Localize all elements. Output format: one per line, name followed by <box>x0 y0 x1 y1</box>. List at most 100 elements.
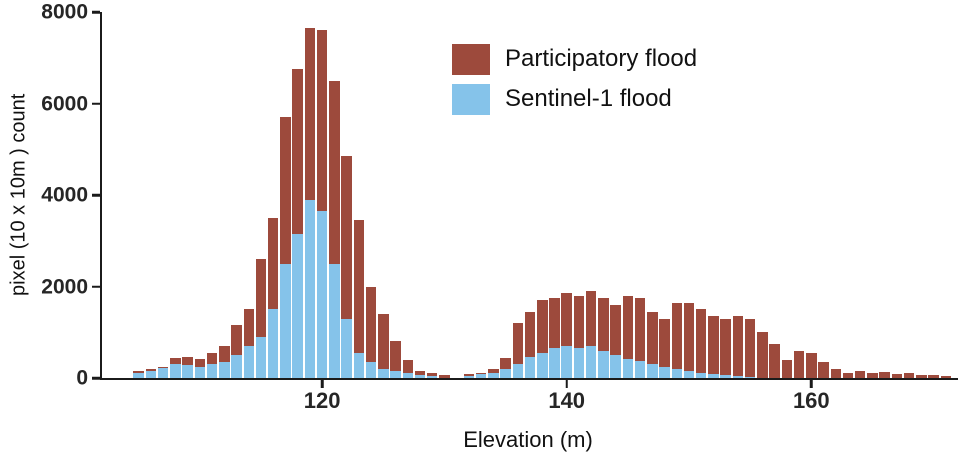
legend: Participatory flood Sentinel-1 flood <box>452 44 697 115</box>
legend-label-sentinel-1-flood: Sentinel-1 flood <box>505 85 672 113</box>
plot-area: 0 2000 4000 6000 8000 120 140 160 <box>41 2 958 412</box>
sentinel-1-flood-bar <box>683 371 695 378</box>
sentinel-1-flood-bar <box>353 352 364 378</box>
participatory-flood-bar <box>439 375 450 378</box>
participatory-flood-bar <box>708 316 719 378</box>
sentinel-1-flood-bar <box>219 362 230 378</box>
sentinel-1-flood-swatch-icon <box>452 84 490 115</box>
y-tick-mark <box>92 10 100 14</box>
sentinel-1-flood-bar <box>537 352 548 378</box>
sentinel-1-flood-bar <box>561 346 572 378</box>
sentinel-1-flood-bar <box>647 364 658 378</box>
sentinel-1-flood-bar <box>390 371 401 378</box>
x-tick-mark <box>565 380 568 388</box>
x-tick-mark <box>810 380 813 388</box>
participatory-flood-bar <box>806 352 817 378</box>
sentinel-1-flood-bar <box>708 373 719 378</box>
participatory-flood-swatch-icon <box>452 44 490 75</box>
participatory-flood-bar <box>634 297 646 378</box>
participatory-flood-bar <box>928 375 939 378</box>
participatory-flood-bar <box>500 358 511 378</box>
sentinel-1-flood-bar <box>732 375 744 378</box>
sentinel-1-flood-bar <box>267 309 279 378</box>
participatory-flood-bar <box>573 295 585 378</box>
participatory-flood-bar <box>463 374 475 378</box>
sentinel-1-flood-bar <box>512 364 523 378</box>
participatory-flood-bar <box>757 332 768 379</box>
sentinel-1-flood-bar <box>280 263 291 378</box>
y-tick-label: 2000 <box>41 275 88 298</box>
participatory-flood-bar <box>671 302 682 378</box>
sentinel-1-flood-bar <box>304 199 316 378</box>
sentinel-1-flood-bar <box>365 362 377 378</box>
participatory-flood-bar <box>854 371 866 378</box>
x-tick-label: 120 <box>303 388 341 413</box>
sentinel-1-flood-bar <box>231 355 242 378</box>
participatory-flood-bar <box>390 341 401 378</box>
legend-label-participatory-flood: Participatory flood <box>505 45 698 73</box>
sentinel-1-flood-bar <box>182 365 193 378</box>
participatory-flood-bar <box>598 297 609 378</box>
participatory-flood-bar <box>267 217 279 378</box>
participatory-flood-bar <box>647 311 658 378</box>
sentinel-1-flood-bar <box>133 372 144 378</box>
sentinel-1-flood-bar <box>622 358 634 378</box>
participatory-flood-bar <box>341 156 352 378</box>
sentinel-1-flood-bar <box>341 318 352 378</box>
sentinel-1-flood-bar <box>610 355 621 378</box>
participatory-flood-bar <box>231 325 242 378</box>
participatory-flood-bar <box>830 368 841 378</box>
participatory-flood-bar <box>243 309 254 378</box>
participatory-flood-bar <box>916 374 927 378</box>
sentinel-1-flood-bar <box>170 364 181 378</box>
y-tick-mark <box>92 285 100 288</box>
participatory-flood-bar <box>842 372 854 378</box>
participatory-flood-bar <box>255 259 267 378</box>
legend-item-participatory-flood: Participatory flood <box>452 44 697 75</box>
participatory-flood-bar <box>903 373 915 378</box>
participatory-flood-bar <box>867 373 878 378</box>
sentinel-1-flood-bar <box>634 360 646 378</box>
sentinel-1-flood-bar <box>206 364 218 378</box>
participatory-flood-bar <box>781 359 792 378</box>
participatory-flood-bar <box>793 350 805 378</box>
sentinel-1-flood-bar <box>255 336 267 378</box>
sentinel-1-flood-bar <box>426 376 438 378</box>
sentinel-1-flood-bar <box>659 366 670 378</box>
participatory-flood-bar <box>720 318 731 378</box>
sentinel-1-flood-bar <box>378 368 389 378</box>
sentinel-1-flood-bar <box>414 375 426 378</box>
sentinel-1-flood-bar <box>500 368 511 378</box>
participatory-flood-bar <box>402 359 413 378</box>
sentinel-1-flood-bar <box>549 348 560 378</box>
y-axis-title: pixel (10 x 10m ) count <box>7 93 30 297</box>
participatory-flood-bar <box>353 220 364 378</box>
participatory-flood-bar <box>879 372 890 378</box>
participatory-flood-bar <box>732 316 744 378</box>
sentinel-1-flood-bar <box>720 374 731 378</box>
sentinel-1-flood-bar <box>329 263 340 378</box>
sentinel-1-flood-bar <box>402 373 413 378</box>
y-tick-label: 0 <box>76 366 88 390</box>
x-axis-title: Elevation (m) <box>463 427 593 452</box>
participatory-flood-bar <box>659 318 670 378</box>
sentinel-1-flood-bar <box>316 211 328 378</box>
participatory-flood-bar <box>585 291 597 378</box>
participatory-flood-bar <box>537 300 548 378</box>
participatory-flood-bar <box>561 293 572 378</box>
x-tick-label: 140 <box>548 388 586 413</box>
participatory-flood-bar <box>414 371 426 378</box>
participatory-flood-bar <box>524 311 536 378</box>
participatory-flood-bar <box>610 304 621 378</box>
sentinel-1-flood-bar <box>145 371 157 378</box>
participatory-flood-bar <box>818 362 829 378</box>
sentinel-1-flood-bar <box>463 376 475 378</box>
participatory-flood-bar <box>280 117 291 378</box>
participatory-flood-bar <box>365 286 377 378</box>
sentinel-1-flood-bar <box>157 367 169 378</box>
legend-item-sentinel-1-flood: Sentinel-1 flood <box>452 84 697 115</box>
participatory-flood-bar <box>378 313 389 378</box>
participatory-flood-bar <box>316 30 328 378</box>
sentinel-1-flood-bar <box>194 366 206 378</box>
